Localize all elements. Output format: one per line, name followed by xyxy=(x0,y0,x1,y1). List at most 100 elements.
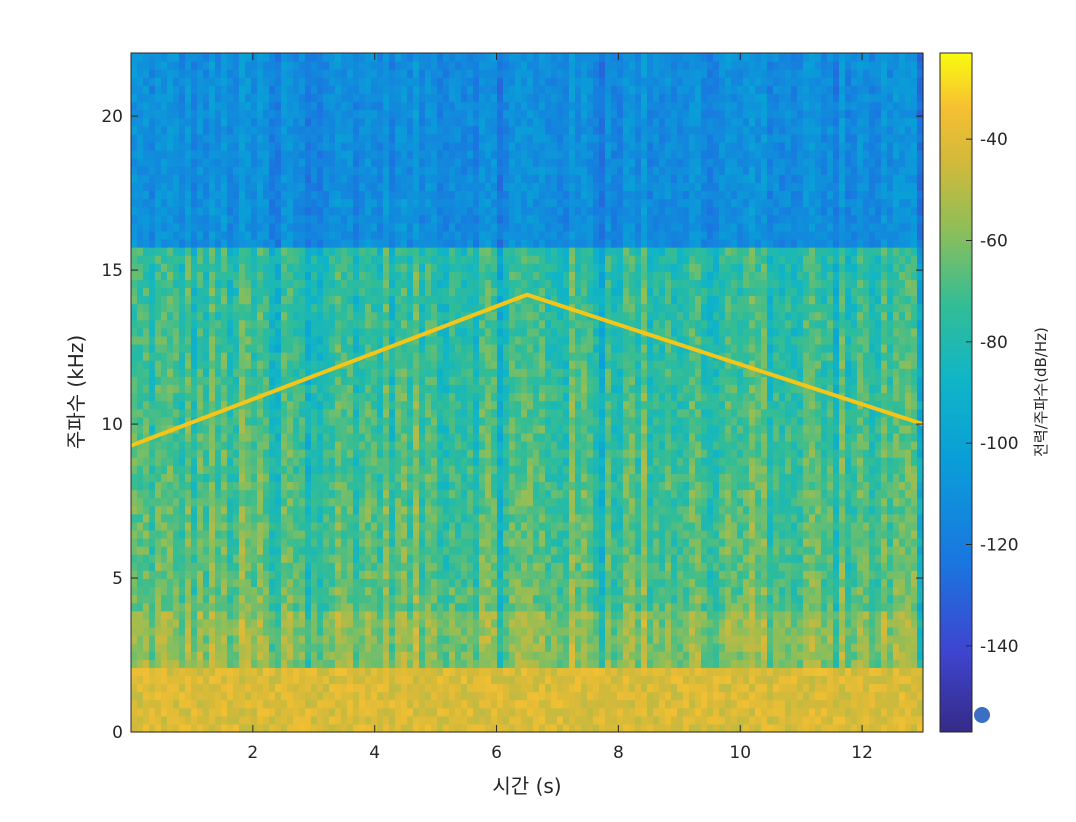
spectrogram-cell xyxy=(341,433,348,442)
spectrogram-cell xyxy=(371,223,378,232)
spectrogram-cell xyxy=(317,692,324,701)
spectrogram-cell xyxy=(227,708,234,717)
spectrogram-cell xyxy=(347,263,354,272)
spectrogram-cell xyxy=(401,643,408,652)
spectrogram-cell xyxy=(239,562,246,571)
spectrogram-cell xyxy=(167,182,174,191)
spectrogram-cell xyxy=(449,360,456,369)
spectrogram-cell xyxy=(143,296,150,305)
spectrogram-cell xyxy=(323,85,330,94)
spectrogram-cell xyxy=(461,247,468,256)
spectrogram-cell xyxy=(179,93,186,102)
spectrogram-cell xyxy=(149,562,156,571)
spectrogram-cell xyxy=(149,449,156,458)
spectrogram-cell xyxy=(155,570,162,579)
spectrogram-cell xyxy=(209,384,216,393)
spectrogram-cell xyxy=(347,142,354,151)
spectrogram-cell xyxy=(365,110,372,119)
spectrogram-cell xyxy=(251,441,258,450)
spectrogram-cell xyxy=(311,506,318,515)
spectrogram-cell xyxy=(155,328,162,337)
spectrogram-cell xyxy=(185,174,192,183)
spectrogram-cell xyxy=(431,174,438,183)
spectrogram-cell xyxy=(419,716,426,725)
spectrogram-cell xyxy=(299,692,306,701)
spectrogram-cell xyxy=(353,174,360,183)
spectrogram-cell xyxy=(389,433,396,442)
spectrogram-cell xyxy=(209,69,216,78)
spectrogram-cell xyxy=(407,53,414,62)
spectrogram-cell xyxy=(143,554,150,563)
spectrogram-cell xyxy=(287,247,294,256)
spectrogram-cell xyxy=(371,619,378,628)
spectrogram-cell xyxy=(485,570,492,579)
spectrogram-cell xyxy=(203,85,210,94)
spectrogram-cell xyxy=(449,77,456,86)
spectrogram-cell xyxy=(197,190,204,199)
spectrogram-cell xyxy=(305,473,312,482)
spectrogram-cell xyxy=(371,651,378,660)
spectrogram-cell xyxy=(473,255,480,264)
spectrogram-cell xyxy=(395,490,402,499)
spectrogram-cell xyxy=(341,110,348,119)
spectrogram-cell xyxy=(287,700,294,709)
spectrogram-cell xyxy=(341,247,348,256)
spectrogram-cell xyxy=(329,384,336,393)
spectrogram-cell xyxy=(407,530,414,539)
spectrogram-cell xyxy=(341,708,348,717)
spectrogram-cell xyxy=(347,239,354,248)
spectrogram-cell xyxy=(185,287,192,296)
spectrogram-cell xyxy=(287,667,294,676)
spectrogram-cell xyxy=(455,627,462,636)
spectrogram-cell xyxy=(221,271,228,280)
spectrogram-cell xyxy=(263,287,270,296)
spectrogram-cell xyxy=(473,279,480,288)
spectrogram-cell xyxy=(287,328,294,337)
spectrogram-cell xyxy=(413,77,420,86)
spectrogram-cell xyxy=(257,417,264,426)
spectrogram-cell xyxy=(395,651,402,660)
spectrogram-cell xyxy=(425,449,432,458)
spectrogram-cell xyxy=(431,643,438,652)
spectrogram-cell xyxy=(191,142,198,151)
spectrogram-cell xyxy=(347,684,354,693)
spectrogram-cell xyxy=(443,384,450,393)
spectrogram-cell xyxy=(317,312,324,321)
spectrogram-cell xyxy=(305,150,312,159)
spectrogram-cell xyxy=(203,675,210,684)
spectrogram-cell xyxy=(479,102,486,111)
spectrogram-cell xyxy=(167,190,174,199)
spectrogram-cell xyxy=(473,635,480,644)
spectrogram-cell xyxy=(335,441,342,450)
spectrogram-cell xyxy=(443,110,450,119)
spectrogram-cell xyxy=(275,223,282,232)
spectrogram-cell xyxy=(323,587,330,596)
spectrogram-cell xyxy=(131,110,138,119)
spectrogram-cell xyxy=(479,514,486,523)
spectrogram-cell xyxy=(191,627,198,636)
spectrogram-cell xyxy=(239,684,246,693)
spectrogram-cell xyxy=(167,409,174,418)
spectrogram-cell xyxy=(245,207,252,216)
spectrogram-cell xyxy=(137,384,144,393)
spectrogram-cell xyxy=(377,627,384,636)
spectrogram-cell xyxy=(431,700,438,709)
spectrogram-cell xyxy=(275,457,282,466)
spectrogram-cell xyxy=(311,627,318,636)
spectrogram-cell xyxy=(239,296,246,305)
spectrogram-cell xyxy=(137,85,144,94)
spectrogram-cell xyxy=(461,465,468,474)
spectrogram-cell xyxy=(485,425,492,434)
spectrogram-cell xyxy=(407,279,414,288)
spectrogram-cell xyxy=(407,182,414,191)
spectrogram-cell xyxy=(251,587,258,596)
spectrogram-cell xyxy=(209,465,216,474)
spectrogram-cell xyxy=(359,85,366,94)
spectrogram-cell xyxy=(197,328,204,337)
spectrogram-cell xyxy=(227,684,234,693)
spectrogram-cell xyxy=(431,61,438,70)
spectrogram-cell xyxy=(329,473,336,482)
spectrogram-cell xyxy=(263,506,270,515)
spectrogram-cell xyxy=(335,142,342,151)
spectrogram-cell xyxy=(221,312,228,321)
